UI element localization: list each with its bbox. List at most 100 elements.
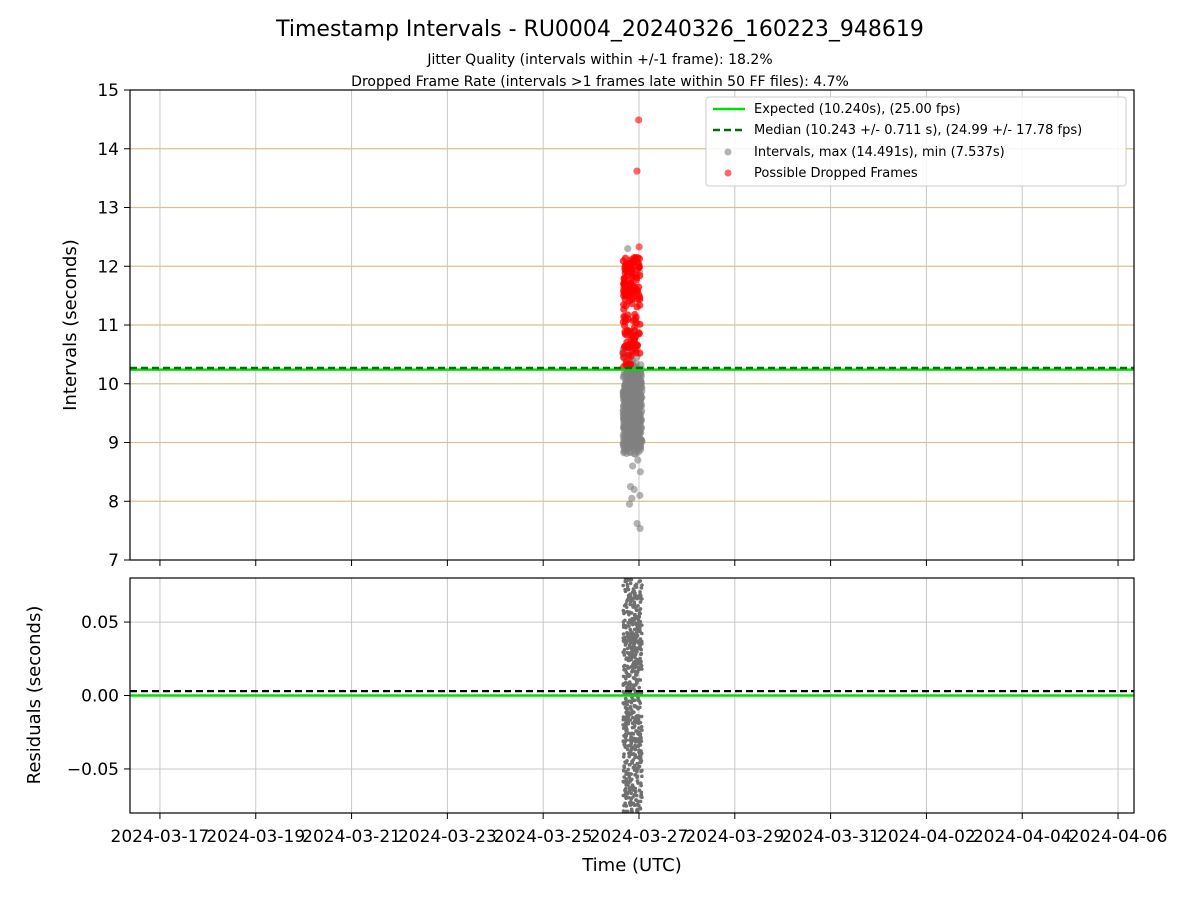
- residual-point: [621, 632, 626, 636]
- residual-point: [632, 617, 636, 622]
- residual-point: [627, 753, 632, 758]
- interval-point: [634, 456, 642, 464]
- residual-point: [634, 798, 639, 802]
- residual-point: [625, 582, 630, 587]
- residual-point: [640, 667, 644, 671]
- top-y-tick-label: 10: [97, 375, 119, 395]
- residual-point: [621, 620, 626, 624]
- residual-point: [633, 636, 638, 641]
- dropped-frame-point: [622, 267, 630, 275]
- residual-point: [638, 760, 642, 764]
- reference-lines: [130, 366, 1134, 697]
- dropped-frame-point: [633, 341, 641, 350]
- residual-point: [638, 600, 643, 604]
- residual-point: [626, 699, 631, 704]
- dropped-frame-point: [627, 330, 635, 338]
- residual-point: [633, 716, 637, 721]
- residual-point: [633, 583, 637, 588]
- legend-intervals-marker: [724, 148, 732, 156]
- residual-point: [626, 610, 630, 614]
- interval-point: [630, 380, 638, 388]
- residual-point: [633, 743, 637, 748]
- x-axis-label: Time (UTC): [581, 855, 682, 876]
- residual-point: [621, 768, 626, 773]
- residual-point: [626, 587, 631, 592]
- residual-point: [623, 667, 628, 672]
- interval-point: [636, 491, 644, 499]
- residual-point: [631, 675, 636, 680]
- residual-point: [625, 674, 629, 678]
- residual-point: [632, 725, 636, 730]
- residual-point: [630, 630, 634, 635]
- residual-point: [636, 596, 641, 600]
- dropped-frame-point: [633, 286, 642, 295]
- dropped-frame-point: [628, 270, 636, 278]
- residual-point: [624, 790, 628, 795]
- legend-box: [705, 96, 1127, 187]
- residual-point: [624, 602, 628, 606]
- residual-point: [628, 593, 633, 598]
- residual-point: [621, 664, 626, 669]
- residual-point: [626, 666, 631, 670]
- residual-point: [638, 756, 643, 760]
- residual-point: [634, 682, 638, 687]
- residual-point: [634, 737, 638, 741]
- residual-point: [629, 735, 633, 739]
- residual-point: [631, 649, 635, 653]
- x-tick-label: 2024-03-25: [494, 827, 593, 847]
- residual-point: [636, 626, 641, 631]
- interval-point: [627, 422, 635, 430]
- bottom-panel-points: [621, 577, 644, 814]
- dropped-frame-point: [621, 313, 629, 321]
- residual-point: [633, 659, 638, 663]
- legend-expected-label: Expected (10.240s), (25.00 fps): [754, 102, 961, 117]
- interval-point: [632, 412, 640, 420]
- residual-point: [626, 744, 631, 748]
- residual-point: [637, 620, 641, 625]
- interval-point: [620, 449, 628, 457]
- dropped-frame-point: [626, 361, 635, 369]
- residual-point: [632, 698, 637, 703]
- residual-point: [636, 739, 640, 744]
- residual-point: [623, 640, 627, 645]
- legend-dropped-label: Possible Dropped Frames: [754, 166, 918, 181]
- interval-point: [636, 369, 644, 377]
- residual-point: [633, 765, 637, 770]
- axis-ticks: 2024-03-172024-03-192024-03-212024-03-23…: [67, 81, 1168, 847]
- top-y-axis-label: Intervals (seconds): [60, 239, 81, 411]
- top-y-tick-label: 14: [97, 140, 119, 160]
- residual-point: [629, 657, 634, 662]
- residual-point: [640, 597, 644, 601]
- residual-point: [634, 649, 638, 654]
- residual-point: [640, 583, 644, 587]
- residual-point: [628, 673, 632, 678]
- residual-point: [622, 653, 627, 657]
- residual-point: [637, 714, 642, 719]
- residual-point: [624, 726, 629, 731]
- residual-point: [638, 661, 643, 665]
- residual-point: [626, 731, 631, 736]
- residual-point: [624, 777, 629, 781]
- chart-subtitle-dropped: Dropped Frame Rate (intervals >1 frames …: [351, 74, 849, 90]
- dropped-frame-point: [633, 295, 641, 303]
- residual-point: [621, 739, 626, 743]
- residual-point: [634, 793, 639, 798]
- residual-point: [621, 754, 626, 759]
- residual-point: [621, 683, 625, 687]
- dropped-frame-point: [635, 329, 643, 337]
- residual-point: [638, 593, 643, 598]
- residual-point: [630, 731, 634, 736]
- residual-point: [621, 809, 626, 813]
- residual-point: [624, 738, 629, 742]
- residual-point: [630, 652, 635, 656]
- residual-point: [636, 678, 640, 683]
- interval-point: [630, 485, 638, 494]
- bottom-y-tick-label: 0.05: [81, 613, 119, 633]
- residual-point: [628, 762, 632, 767]
- interval-point: [623, 415, 631, 423]
- interval-point: [635, 448, 643, 456]
- residual-point: [625, 747, 630, 752]
- residual-point: [623, 587, 627, 592]
- interval-point: [637, 395, 645, 403]
- residual-point: [630, 783, 635, 787]
